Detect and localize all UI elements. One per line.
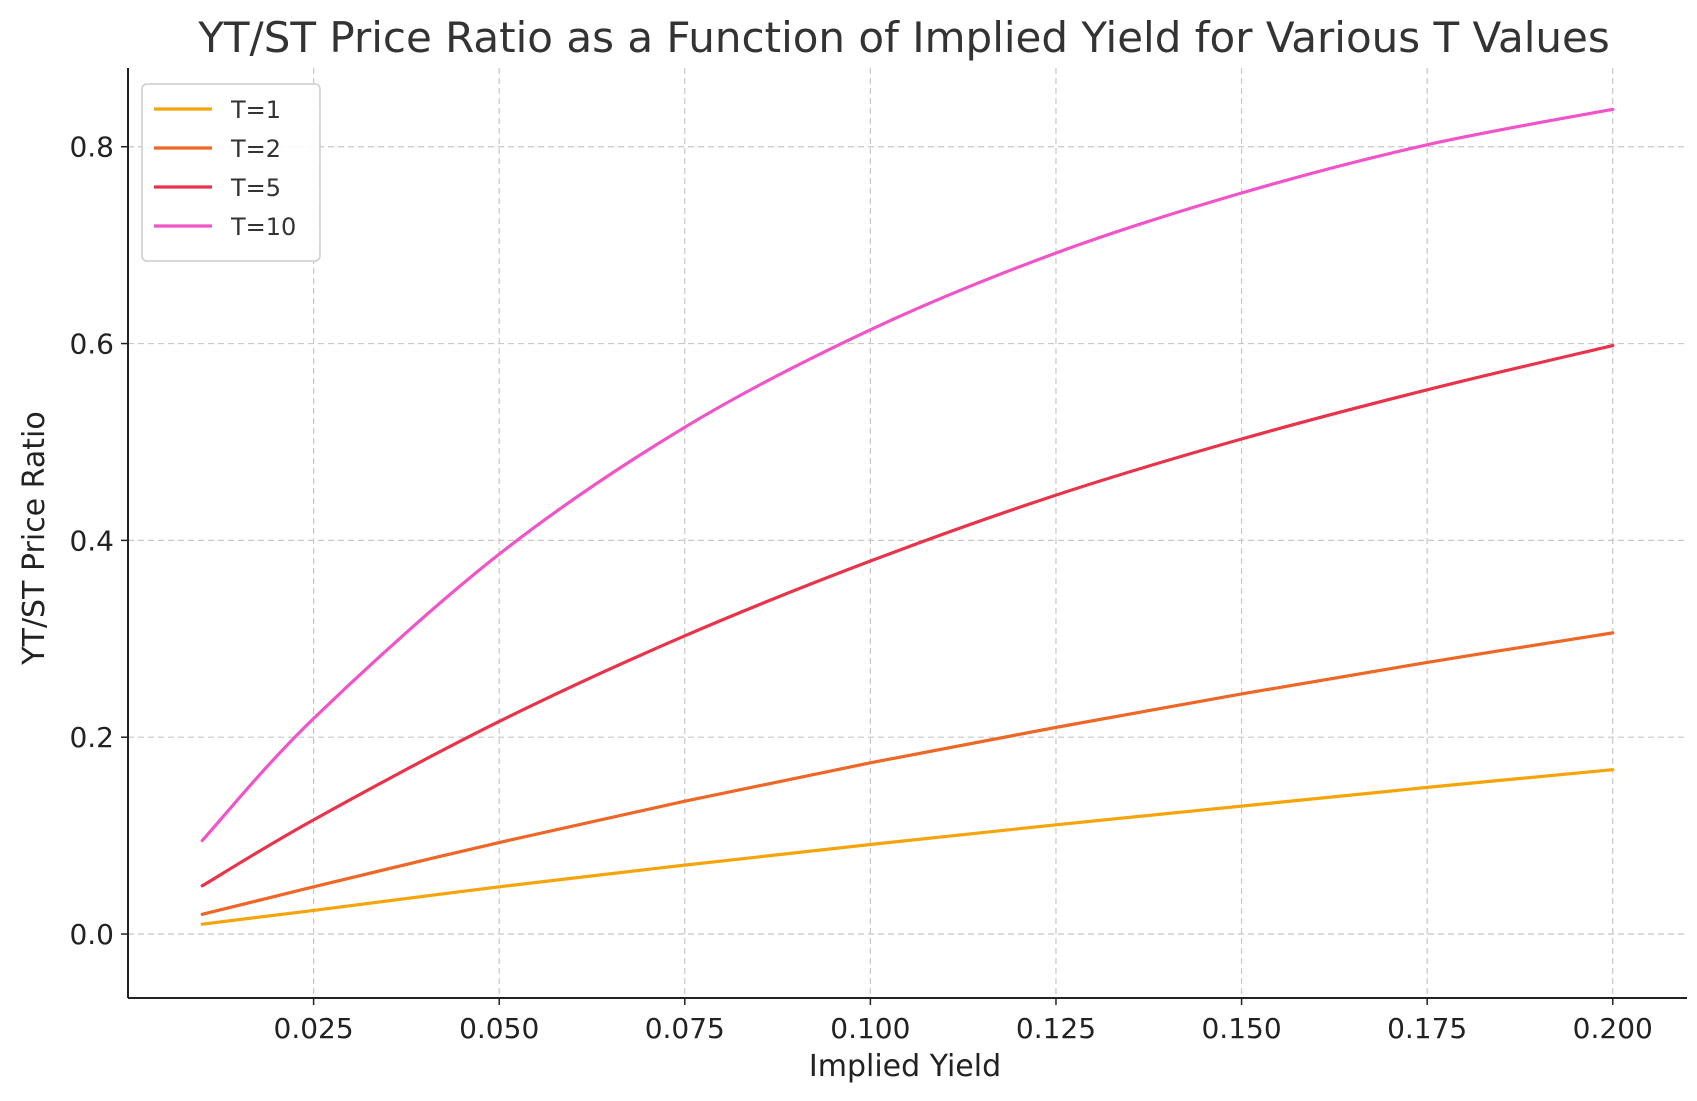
y-tick-label: 0.0	[69, 918, 114, 951]
x-tick-label: 0.200	[1573, 1012, 1653, 1045]
x-tick-label: 0.075	[645, 1012, 725, 1045]
series-line-t2	[200, 631, 1615, 916]
legend-label: T=5	[230, 174, 281, 202]
series-line-t5	[200, 343, 1615, 888]
tick-labels: 0.025 0.050 0.075 0.100 0.125 0.150 0.175 0.200…	[69, 131, 1652, 1045]
x-tick-label: 0.125	[1016, 1012, 1096, 1045]
y-axis-label: YT/ST Price Ratio	[17, 411, 52, 665]
chart-title: YT/ST Price Ratio as a Function of Impli…	[197, 13, 1610, 62]
series-line-t1	[200, 768, 1615, 926]
series-lines	[200, 107, 1615, 926]
legend-label: T=1	[230, 96, 281, 124]
series-line-t10	[200, 107, 1615, 843]
x-tick-label: 0.100	[830, 1012, 910, 1045]
legend-box	[141, 83, 321, 262]
y-tick-label: 0.6	[69, 328, 114, 361]
legend-label: T=2	[230, 135, 281, 163]
x-tick-label: 0.025	[274, 1012, 354, 1045]
y-tick-label: 0.8	[69, 131, 114, 164]
x-tick-label: 0.150	[1201, 1012, 1281, 1045]
x-tick-label: 0.175	[1387, 1012, 1467, 1045]
grid	[128, 68, 1687, 998]
legend: T=1 T=2 T=5 T=10	[141, 83, 321, 262]
x-axis-label: Implied Yield	[809, 1049, 1001, 1084]
y-tick-label: 0.4	[69, 524, 114, 557]
y-tick-label: 0.2	[69, 721, 114, 754]
axes	[121, 68, 1687, 1005]
x-tick-label: 0.050	[459, 1012, 539, 1045]
legend-label: T=10	[230, 213, 296, 241]
